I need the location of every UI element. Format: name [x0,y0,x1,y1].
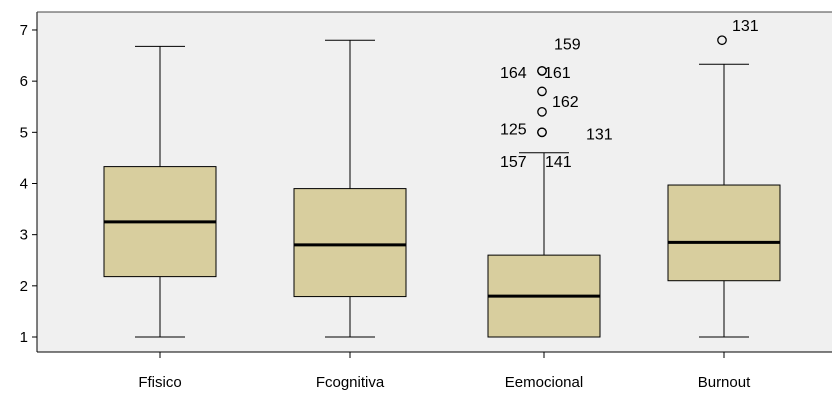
boxes-group: 164 161 159 162 125 131 157 141 131 [103,18,781,338]
iqr-box-burnout [667,184,781,282]
outlier-label-164: 164 [500,65,527,82]
y-tick-label-6: 6 [20,73,28,90]
x-axis-ticks: Ffisico Fcognitiva Eemocional Burnout [138,352,751,391]
x-tick-label-eemocional: Eemocional [505,374,583,391]
y-tick-label-5: 5 [20,124,28,141]
outlier-point-159 [537,86,547,97]
outlier-label-131: 131 [732,18,759,35]
box-fcognitiva [293,39,407,338]
iqr-box-fcognitiva [293,188,407,298]
outlier-label-125: 125 [500,121,527,138]
outlier-label-159: 159 [554,36,581,53]
y-axis-ticks: 1 2 3 4 5 6 7 [20,22,37,346]
y-tick-label-7: 7 [20,22,28,39]
x-tick-label-burnout: Burnout [698,374,751,391]
x-tick-label-ffisico: Ffisico [138,374,181,391]
outlier-point-162 [537,107,547,117]
outlier-label-157: 157 [500,154,527,171]
y-tick-label-2: 2 [20,278,28,295]
outlier-point-131 [717,35,727,46]
outlier-label-141: 141 [545,154,572,171]
box-eemocional: 164 161 159 162 125 131 157 141 [487,36,613,338]
y-tick-label-3: 3 [20,227,28,244]
outlier-label-162: 162 [552,94,579,111]
x-tick-label-fcognitiva: Fcognitiva [316,374,385,391]
y-tick-label-1: 1 [20,329,28,346]
outlier-point-161 [537,66,547,76]
outlier-point-131 [537,127,547,138]
outlier-label-161: 161 [544,65,571,82]
box-burnout: 131 [667,18,781,338]
box-ffisico [103,45,217,338]
y-tick-label-4: 4 [20,175,28,192]
outlier-label-131: 131 [586,126,613,143]
